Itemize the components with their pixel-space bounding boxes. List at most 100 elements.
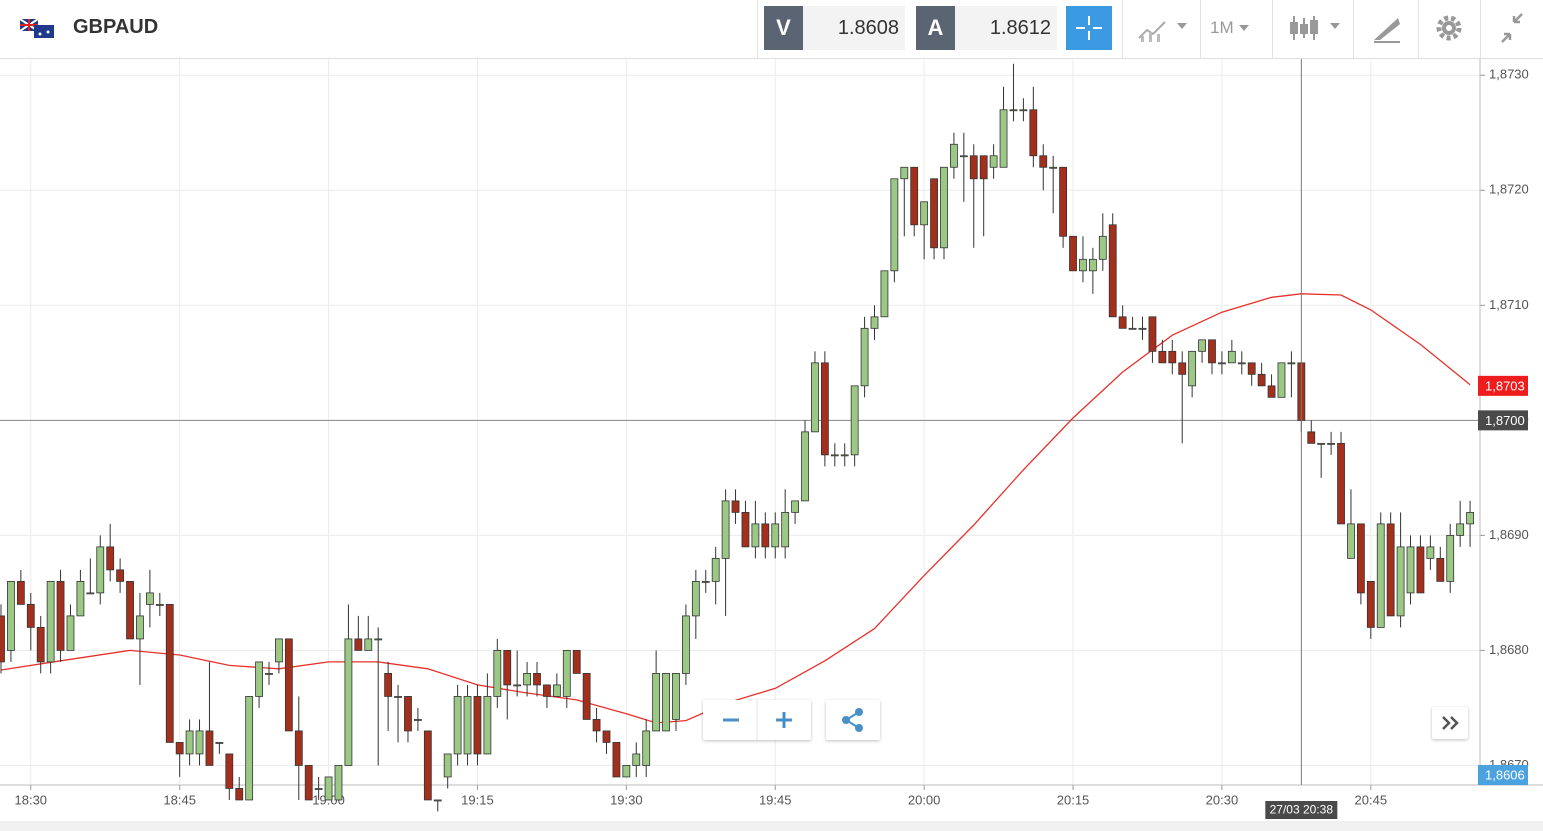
candle-body bbox=[751, 523, 760, 548]
bid-price[interactable]: 1.8608 bbox=[803, 6, 905, 50]
timeframe-button[interactable]: 1M bbox=[1210, 6, 1265, 50]
candle-body bbox=[1426, 546, 1435, 559]
candle-body bbox=[235, 788, 244, 801]
scroll-right-button[interactable] bbox=[1432, 707, 1468, 739]
candle-body bbox=[791, 500, 799, 513]
candle-body bbox=[1386, 523, 1395, 617]
candle-body bbox=[761, 523, 770, 548]
candle-body bbox=[443, 753, 452, 778]
settings-button[interactable] bbox=[1434, 6, 1464, 50]
bid-label[interactable]: V bbox=[764, 6, 803, 50]
candle-body bbox=[1168, 350, 1177, 364]
share-button[interactable] bbox=[826, 700, 880, 740]
candle-body bbox=[1307, 431, 1316, 444]
candle-body bbox=[1079, 258, 1087, 272]
ma-tag-label: 1,8703 bbox=[1485, 378, 1525, 393]
candle-body bbox=[265, 673, 273, 675]
x-tick-label: 19:45 bbox=[759, 792, 792, 807]
candle-body bbox=[96, 546, 105, 594]
candle-body bbox=[175, 742, 184, 755]
candle-body bbox=[275, 638, 283, 663]
candle-body bbox=[1317, 442, 1326, 445]
candle-body bbox=[513, 684, 522, 687]
candle-body bbox=[255, 661, 263, 697]
candle-body bbox=[682, 615, 690, 674]
x-tick-label: 20:15 bbox=[1057, 792, 1090, 807]
candle-body bbox=[394, 696, 402, 698]
candle-type-button[interactable] bbox=[1285, 6, 1345, 50]
candle-body bbox=[493, 650, 502, 697]
candle-body bbox=[245, 696, 254, 801]
y-tick-label: 1,8680 bbox=[1489, 642, 1529, 657]
candle-body bbox=[1247, 362, 1256, 375]
candle-body bbox=[195, 730, 204, 755]
ask-price[interactable]: 1.8612 bbox=[955, 6, 1057, 50]
candle-body bbox=[602, 730, 611, 743]
y-tick-label: 1,8720 bbox=[1489, 182, 1529, 197]
candle-body bbox=[1059, 166, 1068, 237]
candle-body bbox=[76, 580, 85, 617]
price-tag-label: 1,8606 bbox=[1485, 767, 1525, 782]
candle-body bbox=[1158, 350, 1167, 364]
candle-body bbox=[910, 166, 919, 226]
ask-label[interactable]: A bbox=[916, 6, 955, 50]
candle-body bbox=[969, 155, 978, 180]
candle-body bbox=[36, 627, 45, 663]
candle-body bbox=[979, 155, 988, 180]
candle-body bbox=[483, 696, 492, 755]
candle-body bbox=[552, 684, 561, 697]
candle-body bbox=[612, 742, 621, 778]
timeframe: 1M bbox=[1210, 18, 1234, 37]
candle-body bbox=[652, 673, 661, 732]
collapse-button[interactable] bbox=[1496, 6, 1528, 50]
candle-body bbox=[284, 638, 293, 732]
flag bbox=[20, 19, 54, 38]
candle-body bbox=[930, 178, 938, 249]
x-tick-label: 20:30 bbox=[1206, 792, 1239, 807]
crosshair-x-box bbox=[1265, 801, 1338, 819]
candle-body bbox=[225, 753, 234, 789]
candle-body bbox=[354, 638, 363, 651]
candle-body bbox=[304, 765, 313, 801]
candle-body bbox=[126, 580, 134, 640]
symbol: GBPAUD bbox=[73, 16, 159, 38]
candle-body bbox=[413, 719, 422, 721]
candle-body bbox=[1456, 523, 1465, 536]
y-tick-label: 1,8710 bbox=[1489, 297, 1529, 312]
candle-body bbox=[1069, 235, 1077, 272]
candle-body bbox=[364, 638, 373, 651]
candle-body bbox=[205, 730, 214, 766]
x-tick-label: 18:45 bbox=[163, 792, 196, 807]
header: GBPAUD V 1.8608 A 1.8612 1M bbox=[0, 0, 1543, 59]
candle-body bbox=[1009, 109, 1018, 112]
candle-body bbox=[920, 201, 929, 226]
zoom-in[interactable] bbox=[776, 712, 792, 728]
draw-button[interactable] bbox=[1370, 6, 1404, 50]
candle-body bbox=[1188, 350, 1197, 387]
candle-body bbox=[404, 696, 412, 732]
candle-body bbox=[691, 580, 700, 617]
candle-body bbox=[1327, 442, 1336, 445]
candle-body bbox=[155, 604, 164, 606]
candle-body bbox=[840, 454, 849, 457]
candle-body bbox=[1257, 373, 1266, 387]
candle-body bbox=[1049, 166, 1058, 169]
candle-body bbox=[136, 615, 144, 640]
candle-body bbox=[989, 155, 998, 168]
candle-body bbox=[324, 776, 333, 801]
candle-body bbox=[165, 604, 174, 743]
candle-body bbox=[523, 673, 531, 686]
candle-body bbox=[1416, 546, 1425, 594]
candle-body bbox=[1366, 580, 1375, 628]
x-tick-label: 19:15 bbox=[461, 792, 494, 807]
candle-body bbox=[1088, 258, 1097, 272]
candle-body bbox=[632, 753, 641, 766]
chart-type-button[interactable] bbox=[1135, 6, 1195, 50]
candle-body bbox=[294, 730, 303, 766]
candle-body bbox=[314, 788, 323, 790]
candle-body bbox=[959, 155, 968, 158]
candle-body bbox=[533, 673, 541, 686]
crosshair-button[interactable] bbox=[1066, 6, 1112, 50]
candle-body bbox=[701, 580, 710, 583]
